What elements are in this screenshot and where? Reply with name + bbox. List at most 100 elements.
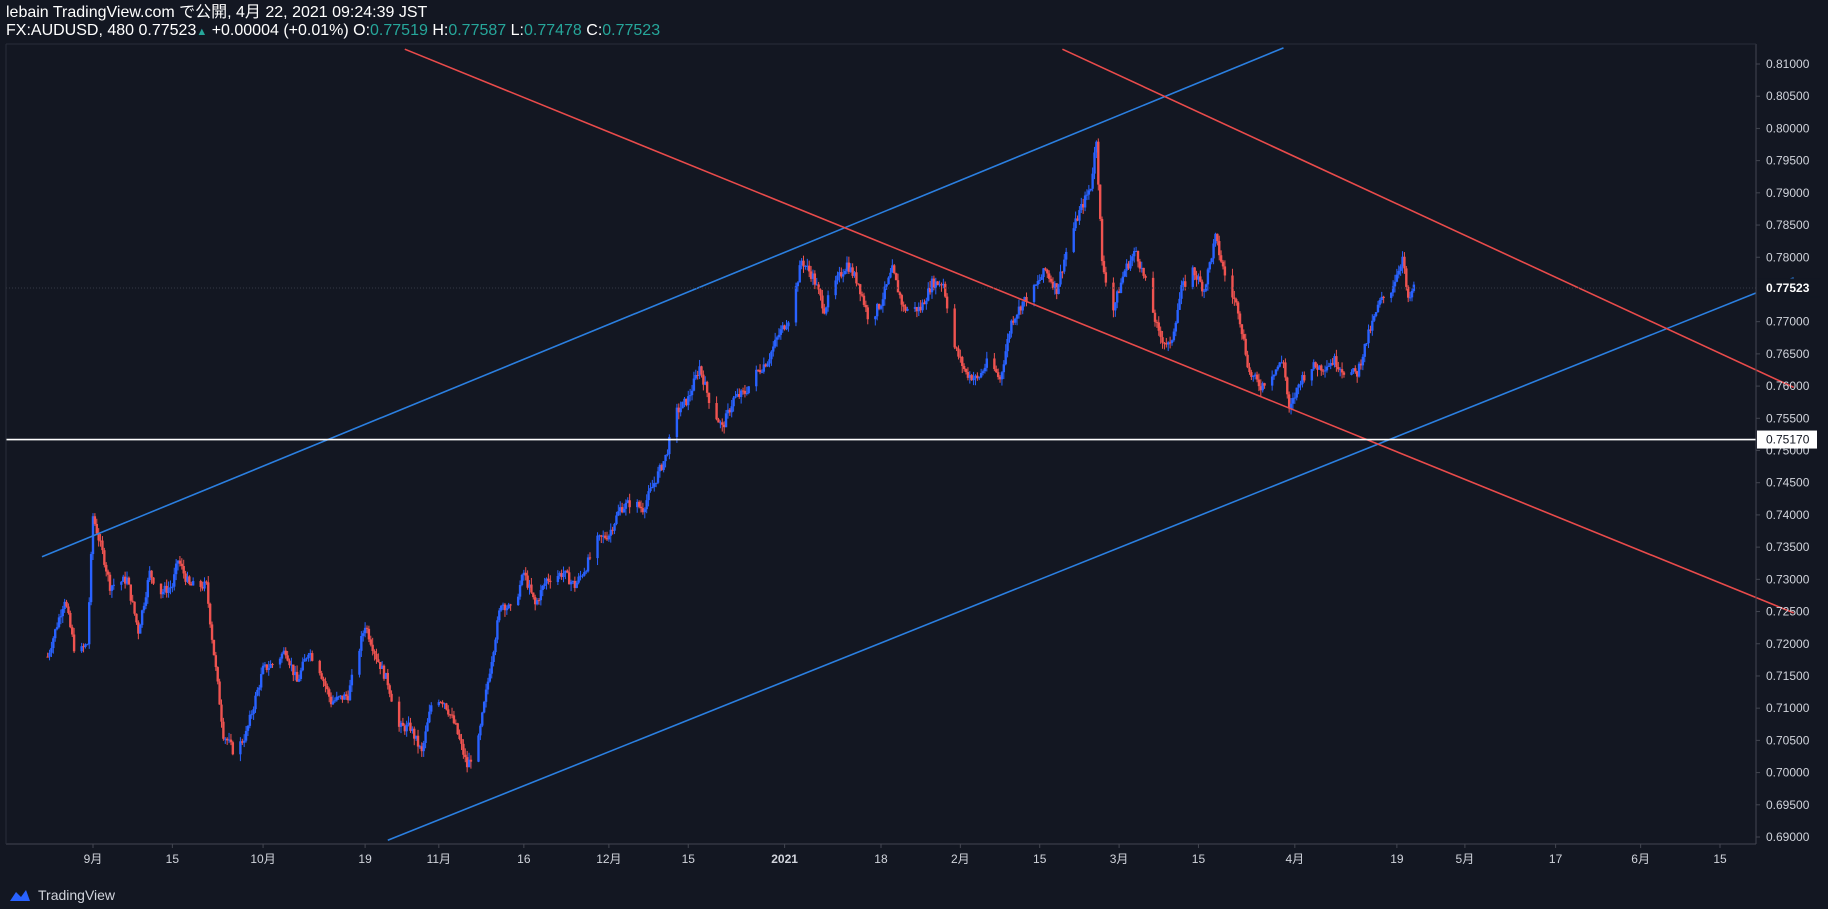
candle <box>959 349 962 363</box>
candle <box>1078 206 1081 225</box>
candle <box>1371 314 1374 336</box>
candle <box>953 304 956 350</box>
candle <box>1301 371 1304 388</box>
candle <box>968 371 972 384</box>
candle <box>1080 197 1083 214</box>
blue-trendline-2[interactable] <box>387 277 1794 841</box>
y-tick-label: 0.72500 <box>1766 605 1810 619</box>
candle <box>547 573 550 585</box>
candle <box>1044 267 1047 272</box>
red-trendline-4[interactable] <box>1062 48 1795 389</box>
candle <box>1017 299 1021 319</box>
candle <box>1297 383 1300 395</box>
candle <box>1272 374 1276 380</box>
candle <box>422 740 425 757</box>
candle <box>1010 319 1013 338</box>
candle <box>1182 277 1185 291</box>
candle <box>105 562 108 577</box>
candle <box>532 592 535 600</box>
candle <box>764 363 767 368</box>
candle <box>82 643 85 653</box>
candle <box>1083 191 1087 212</box>
candle <box>129 584 132 605</box>
x-tick-label: 9月 <box>84 852 103 866</box>
blue-trendline-1[interactable] <box>41 47 1284 558</box>
y-tick-label: 0.73000 <box>1766 572 1810 586</box>
candle <box>1212 239 1215 265</box>
candle <box>50 641 53 658</box>
candle <box>1314 361 1317 369</box>
red-trendline-3[interactable] <box>404 48 1794 614</box>
candle <box>84 643 87 649</box>
candle <box>717 417 720 423</box>
candle <box>770 350 773 366</box>
candle <box>605 531 609 542</box>
y-tick-label: 0.69500 <box>1766 798 1810 812</box>
candle <box>944 281 947 298</box>
candle <box>675 403 679 443</box>
candle <box>139 623 142 634</box>
candle <box>1255 371 1259 383</box>
candle <box>390 690 393 702</box>
candle <box>227 732 231 744</box>
candle <box>722 421 726 434</box>
candle <box>343 692 346 700</box>
plot-area[interactable] <box>6 44 1756 844</box>
candle <box>1074 211 1077 231</box>
candle <box>65 599 68 608</box>
candle <box>541 585 544 597</box>
candle <box>377 653 380 663</box>
candle <box>222 717 225 741</box>
candle <box>218 678 221 705</box>
candle <box>167 581 170 598</box>
candle <box>1361 354 1365 371</box>
candle <box>970 373 973 381</box>
candle <box>787 321 790 332</box>
candle <box>840 267 843 279</box>
candle <box>1136 250 1140 268</box>
candle <box>945 293 949 314</box>
candle <box>505 605 509 615</box>
candle <box>191 577 195 586</box>
candle <box>386 668 389 690</box>
candle <box>363 622 367 638</box>
candle <box>877 303 881 311</box>
candle <box>220 699 223 728</box>
candle <box>666 449 669 457</box>
candle <box>560 569 563 580</box>
candle <box>1104 266 1108 287</box>
y-tick-label: 0.76500 <box>1766 347 1810 361</box>
price-axis[interactable]: 0.81000 0.80500 0.80000 0.79500 0.79000 0.785… <box>1756 57 1810 844</box>
candle <box>292 664 295 682</box>
candle <box>883 281 886 306</box>
candle <box>241 738 244 745</box>
x-tick-label: 15 <box>1713 852 1727 866</box>
candle <box>1091 167 1094 192</box>
candle <box>382 664 386 681</box>
candle <box>1391 280 1395 297</box>
candle <box>1325 360 1329 373</box>
candle <box>499 604 503 612</box>
candle <box>1142 267 1145 279</box>
candle <box>739 389 743 404</box>
candle <box>535 598 539 606</box>
candle <box>688 388 692 402</box>
candle <box>1408 291 1412 302</box>
tradingview-watermark[interactable]: TradingView <box>8 887 115 903</box>
candle <box>1115 289 1119 309</box>
time-axis[interactable]: 9月 15 10月 19 11月 16 12月 15 2021 18 2月 15 3月 15 4月 19 5月 1… <box>84 844 1727 866</box>
candle <box>1155 319 1159 328</box>
candle <box>1100 216 1104 266</box>
candle <box>683 397 686 408</box>
candle <box>210 621 214 644</box>
candle <box>607 534 611 542</box>
candle <box>719 420 722 429</box>
candle <box>1046 268 1049 278</box>
candle <box>679 401 682 417</box>
candle <box>467 752 471 768</box>
candle <box>1076 215 1079 222</box>
open-value: 0.77519 <box>370 22 428 39</box>
candle <box>498 607 501 623</box>
candle <box>743 385 747 398</box>
